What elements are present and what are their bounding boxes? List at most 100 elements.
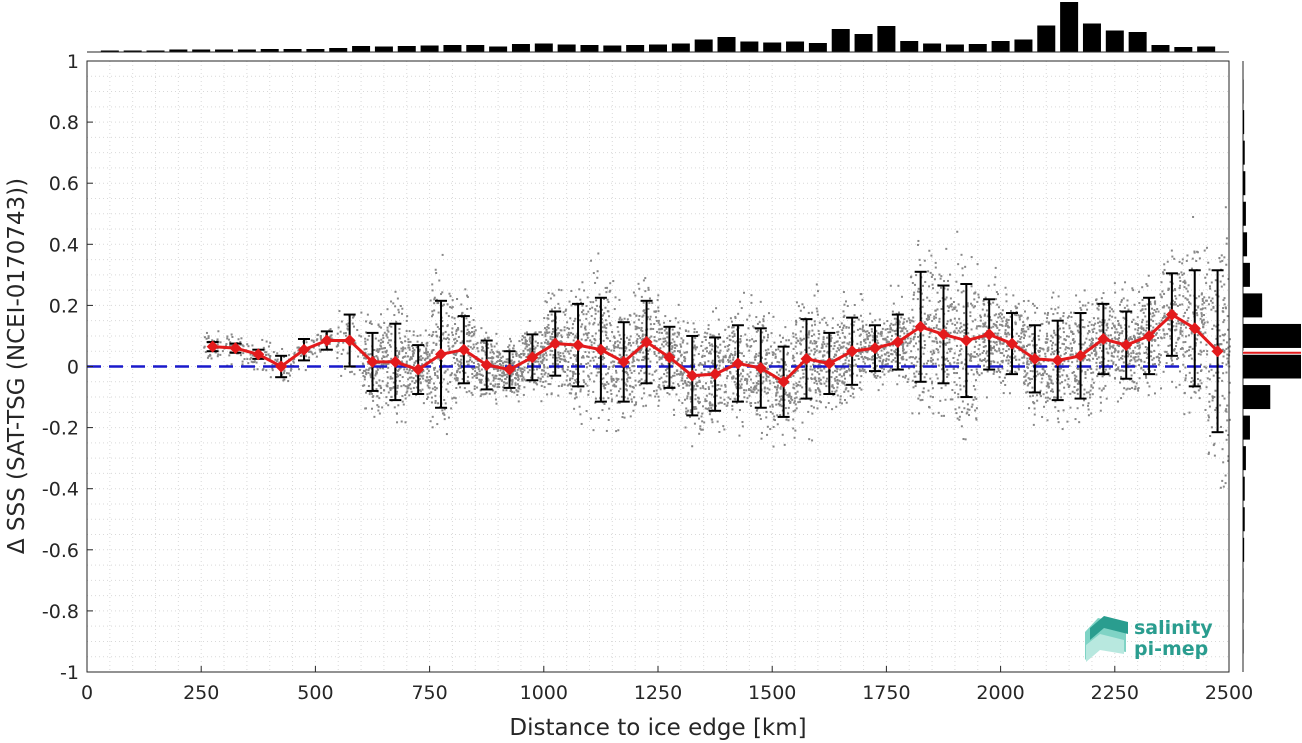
scatter-point <box>586 296 589 299</box>
scatter-point <box>610 375 613 378</box>
scatter-point <box>957 329 960 332</box>
scatter-point <box>690 388 693 391</box>
scatter-point <box>477 366 480 369</box>
scatter-point <box>975 340 978 343</box>
scatter-point <box>366 313 369 316</box>
scatter-point <box>840 402 843 405</box>
scatter-point <box>408 358 411 361</box>
scatter-point <box>765 361 768 364</box>
scatter-point <box>644 290 647 293</box>
scatter-point <box>844 336 847 339</box>
scatter-point <box>879 357 882 360</box>
scatter-point <box>821 318 824 321</box>
scatter-point <box>1001 352 1004 355</box>
scatter-point <box>789 400 792 403</box>
scatter-point <box>811 439 814 442</box>
scatter-point <box>873 375 876 378</box>
scatter-point <box>979 358 982 361</box>
scatter-point <box>973 355 976 358</box>
scatter-point <box>419 374 422 377</box>
scatter-point <box>386 376 389 379</box>
scatter-point <box>926 362 929 365</box>
scatter-point <box>433 368 436 371</box>
scatter-point <box>415 374 418 377</box>
scatter-point <box>989 340 992 343</box>
scatter-point <box>271 367 274 370</box>
scatter-point <box>601 409 604 412</box>
scatter-point <box>509 388 512 391</box>
scatter-point <box>1023 370 1026 373</box>
scatter-point <box>451 299 454 302</box>
scatter-point <box>1052 353 1055 356</box>
scatter-point <box>882 346 885 349</box>
scatter-point <box>478 373 481 376</box>
scatter-point <box>658 331 661 334</box>
scatter-point <box>476 376 479 379</box>
scatter-point <box>787 382 790 385</box>
scatter-point <box>833 344 836 347</box>
scatter-point <box>847 363 850 366</box>
scatter-point <box>821 355 824 358</box>
scatter-point <box>447 315 450 318</box>
scatter-point <box>639 337 642 340</box>
scatter-point <box>557 288 560 291</box>
scatter-point <box>1009 315 1012 318</box>
scatter-point <box>657 319 660 322</box>
scatter-point <box>999 342 1002 345</box>
scatter-point <box>538 363 541 366</box>
scatter-point <box>704 361 707 364</box>
scatter-point <box>935 340 938 343</box>
scatter-point <box>717 367 720 370</box>
scatter-point <box>834 379 837 382</box>
scatter-point <box>957 303 960 306</box>
scatter-point <box>949 398 952 401</box>
scatter-point <box>753 388 756 391</box>
scatter-point <box>502 374 505 377</box>
scatter-point <box>693 336 696 339</box>
scatter-point <box>518 366 521 369</box>
scatter-point <box>522 349 525 352</box>
scatter-point <box>729 339 732 342</box>
scatter-point <box>875 376 878 379</box>
scatter-point <box>698 402 701 405</box>
scatter-point <box>495 374 498 377</box>
scatter-point <box>954 408 957 411</box>
scatter-point <box>459 364 462 367</box>
scatter-point <box>1003 316 1006 319</box>
scatter-point <box>401 376 404 379</box>
scatter-point <box>647 307 650 310</box>
scatter-point <box>1007 331 1010 334</box>
scatter-point <box>559 357 562 360</box>
scatter-point <box>683 360 686 363</box>
scatter-point <box>435 330 438 333</box>
scatter-point <box>787 406 790 409</box>
scatter-point <box>981 337 984 340</box>
scatter-point <box>983 357 986 360</box>
scatter-point <box>719 396 722 399</box>
scatter-point <box>521 373 524 376</box>
scatter-point <box>970 369 973 372</box>
scatter-point <box>529 347 532 350</box>
scatter-point <box>655 340 658 343</box>
scatter-point <box>450 372 453 375</box>
scatter-point <box>582 309 585 312</box>
scatter-point <box>1008 392 1011 395</box>
scatter-point <box>729 372 732 375</box>
scatter-point <box>975 397 978 400</box>
scatter-point <box>491 356 494 359</box>
scatter-point <box>529 336 532 339</box>
scatter-point <box>921 398 924 401</box>
scatter-point <box>574 379 577 382</box>
scatter-point <box>418 374 421 377</box>
scatter-point <box>641 322 644 325</box>
scatter-point <box>924 280 927 283</box>
scatter-point <box>444 402 447 405</box>
scatter-point <box>570 331 573 334</box>
scatter-point <box>587 355 590 358</box>
scatter-point <box>877 356 880 359</box>
scatter-point <box>762 370 765 373</box>
scatter-point <box>819 393 822 396</box>
scatter-point <box>579 388 582 391</box>
scatter-point <box>885 339 888 342</box>
scatter-point <box>664 337 667 340</box>
